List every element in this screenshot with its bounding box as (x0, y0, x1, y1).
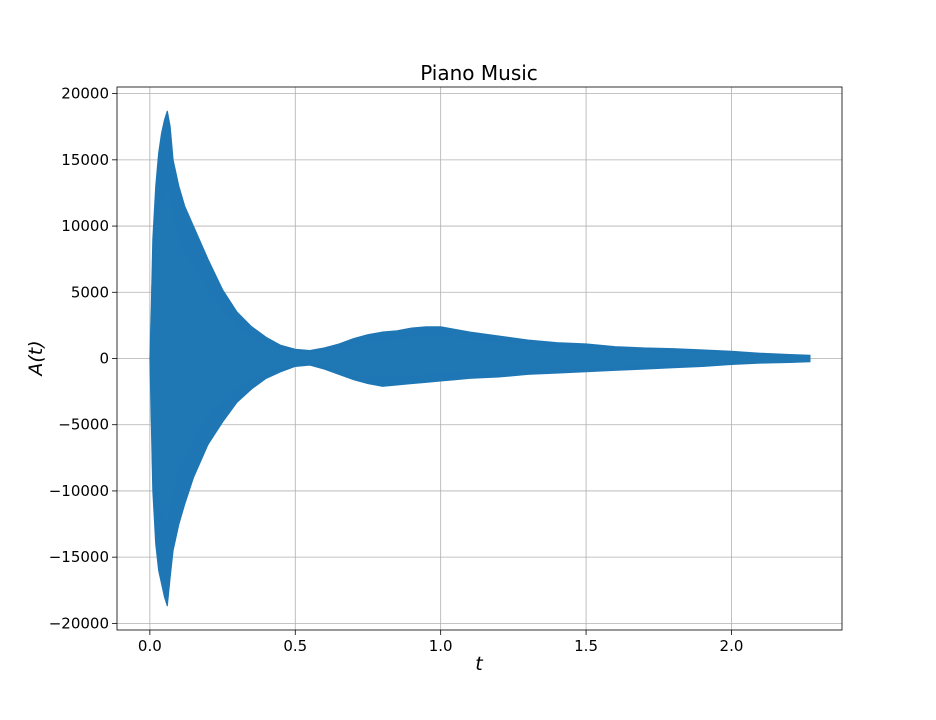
y-tick-label: −15000 (49, 548, 109, 566)
y-tick-label: −20000 (49, 614, 109, 632)
y-tick-label: 20000 (61, 85, 109, 103)
y-tick-label: 10000 (61, 217, 109, 235)
y-tick-label: −5000 (58, 416, 109, 434)
x-axis-label: t (475, 653, 484, 675)
x-tick-label: 1.0 (429, 637, 453, 655)
x-tick-label: 2.0 (720, 637, 744, 655)
y-axis-label: A(t) (25, 340, 47, 377)
x-tick-label: 1.5 (574, 637, 598, 655)
y-tick-label: −10000 (49, 482, 109, 500)
y-axis: −20000 −15000 −10000 −5000 0 5000 10000 15000 20… (49, 85, 117, 632)
y-tick-label: 0 (99, 350, 109, 368)
y-tick-label: 5000 (71, 283, 109, 301)
waveform-line (149, 116, 811, 600)
x-axis: 0.0 0.5 1.0 1.5 2.0 (138, 630, 743, 655)
x-tick-label: 0.0 (138, 637, 162, 655)
x-tick-label: 0.5 (283, 637, 307, 655)
y-tick-label: 15000 (61, 151, 109, 169)
chart-title: Piano Music (420, 61, 538, 85)
plot-area (149, 110, 811, 607)
